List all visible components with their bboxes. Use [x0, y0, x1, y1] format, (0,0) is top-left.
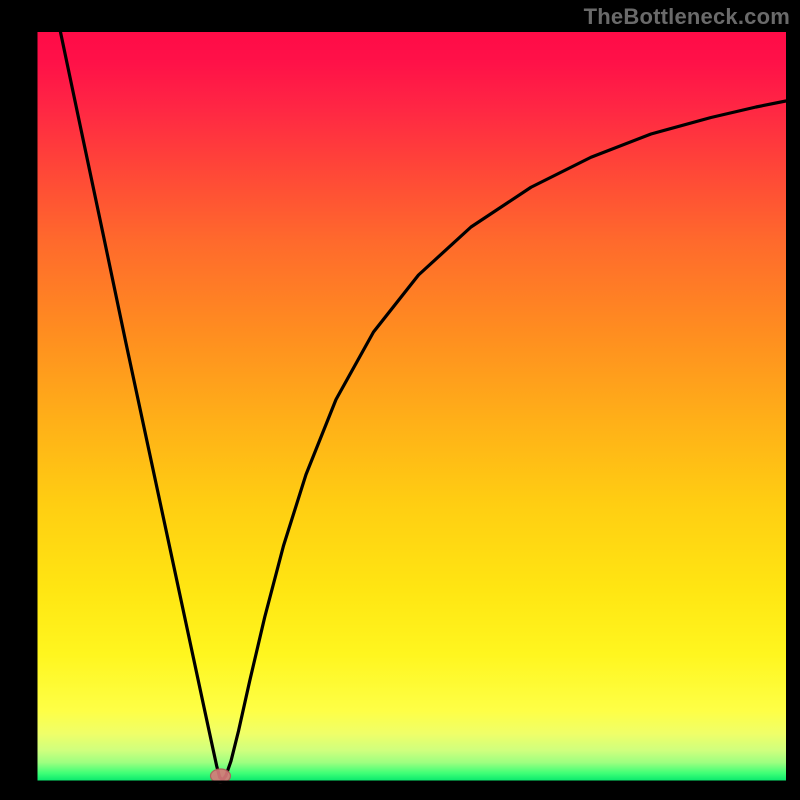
watermark-text: TheBottleneck.com [584, 4, 790, 30]
bottleneck-curve [60, 30, 786, 780]
chart-container: TheBottleneck.com [0, 0, 800, 800]
chart-svg [0, 0, 800, 800]
axes [36, 32, 786, 782]
